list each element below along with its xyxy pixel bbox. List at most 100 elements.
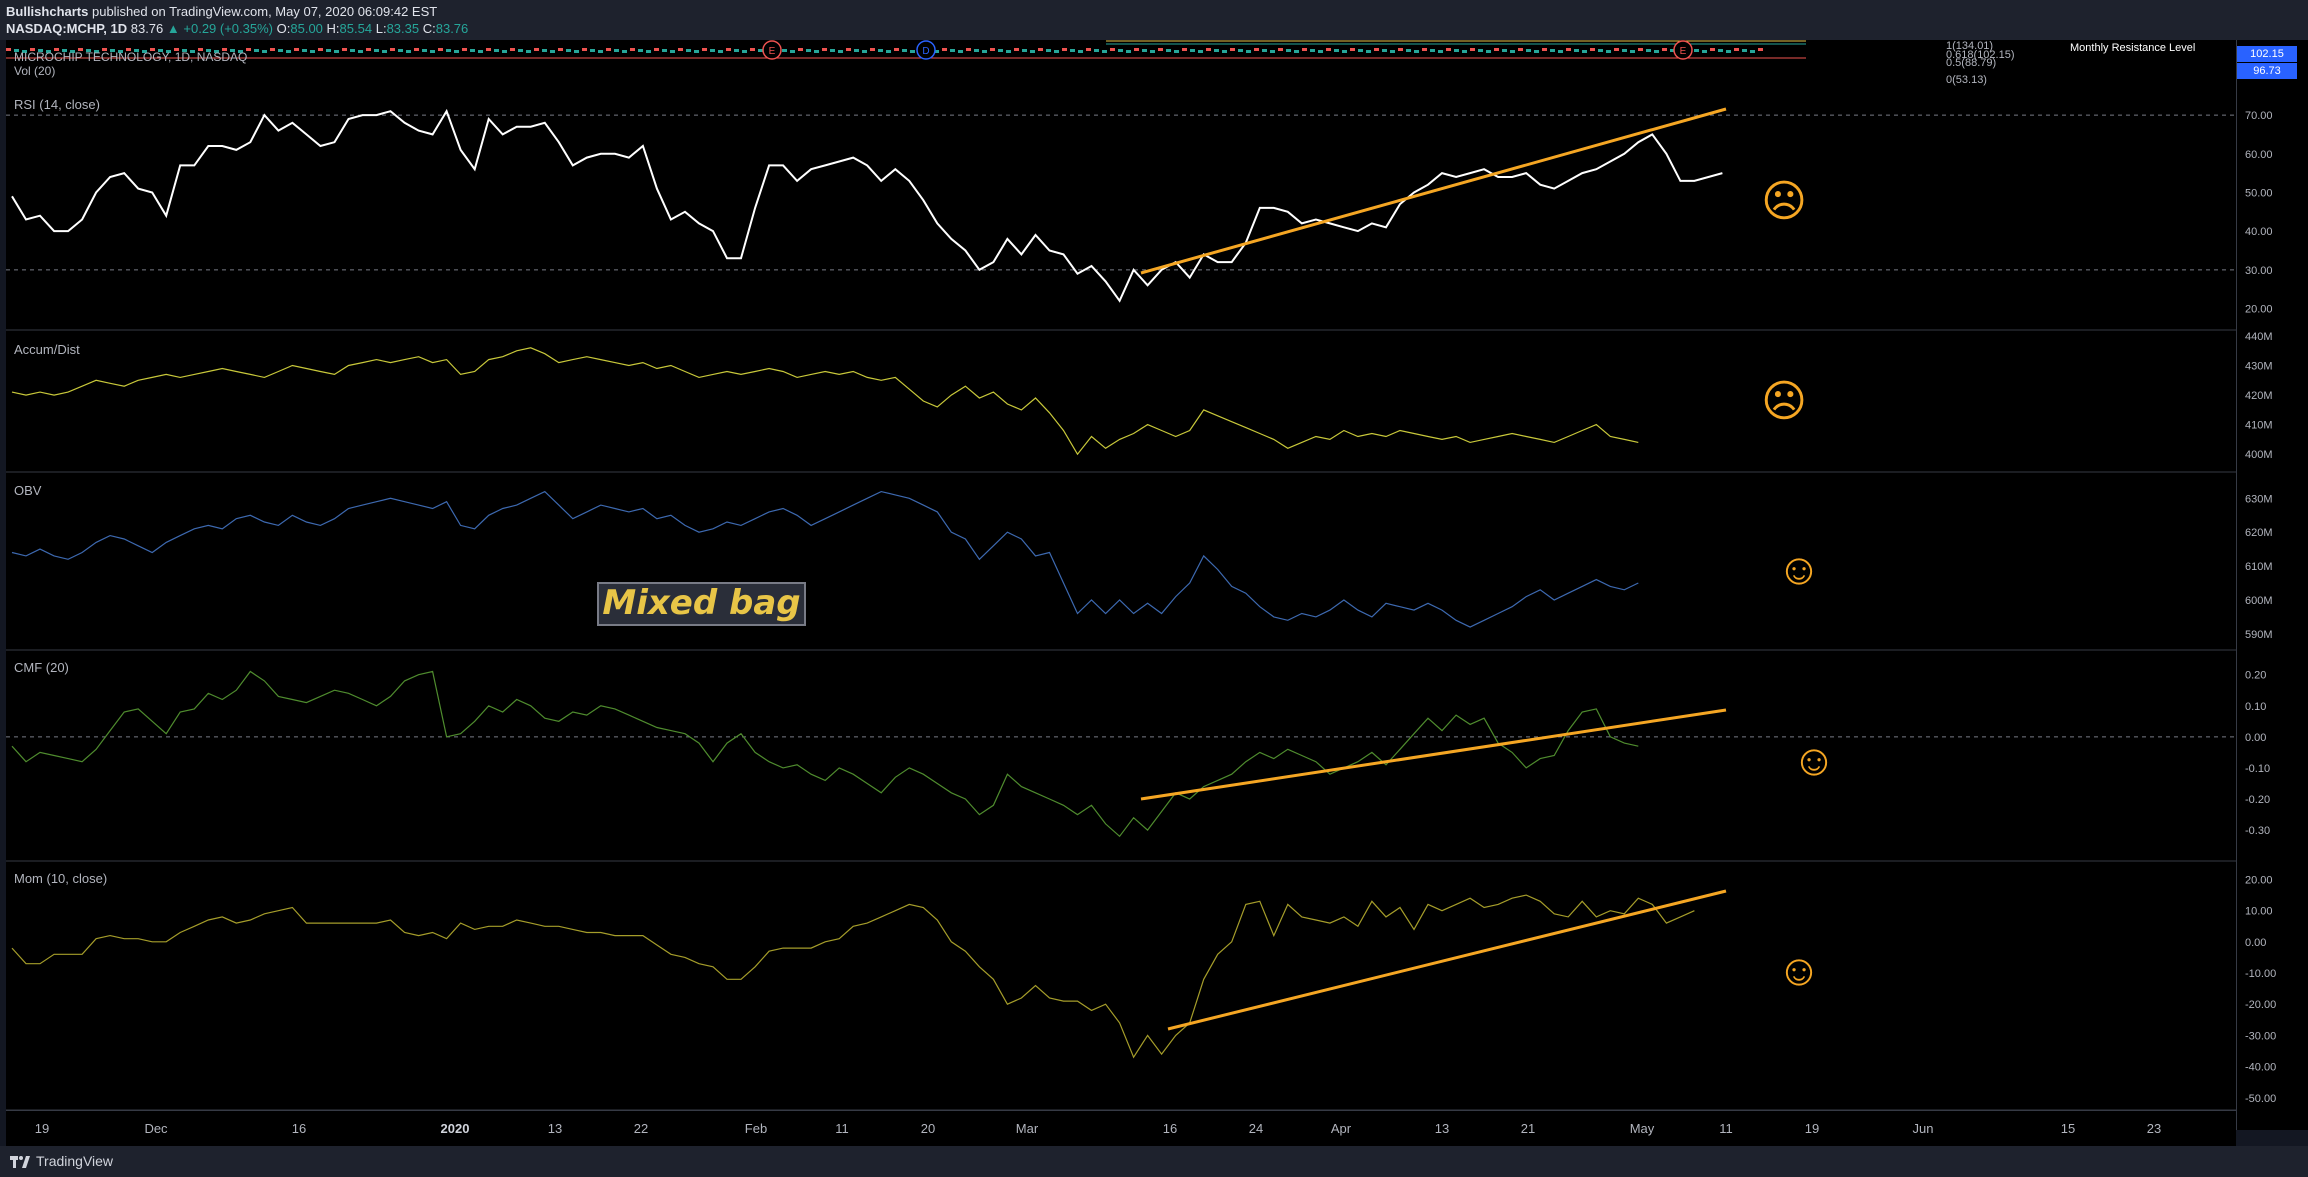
volume-bar bbox=[190, 50, 195, 53]
volume-bar bbox=[158, 49, 163, 52]
mixed-bag-annotation[interactable]: Mixed bag bbox=[597, 582, 806, 626]
volume-bar bbox=[1590, 48, 1595, 51]
sad-face-icon[interactable]: ☹ bbox=[1761, 177, 1807, 226]
volume-bar bbox=[1446, 48, 1451, 51]
volume-bar bbox=[862, 50, 867, 53]
mom-title[interactable]: Mom (10, close) bbox=[14, 871, 108, 886]
obv-series-line[interactable] bbox=[11, 490, 1639, 628]
volume-bar bbox=[1702, 50, 1707, 53]
volume-bar bbox=[974, 49, 979, 52]
event-marker[interactable]: E bbox=[1673, 40, 1693, 60]
rsi-title[interactable]: RSI (14, close) bbox=[14, 97, 100, 112]
volume-bar bbox=[286, 50, 291, 53]
volume-bar bbox=[990, 48, 995, 51]
volume-bar bbox=[1134, 48, 1139, 51]
volume-bar bbox=[1246, 50, 1251, 53]
trendline[interactable] bbox=[1140, 107, 1727, 275]
volume-bar bbox=[550, 50, 555, 53]
obv-scale-label: 620M bbox=[2245, 527, 2273, 539]
time-axis-label: 20 bbox=[920, 1121, 936, 1136]
cmf-series-line[interactable] bbox=[11, 670, 1639, 838]
cmf-title[interactable]: CMF (20) bbox=[14, 660, 69, 675]
smiley-face-icon[interactable]: ☺ bbox=[1792, 736, 1837, 785]
volume-bar bbox=[502, 50, 507, 53]
volume-bar bbox=[126, 48, 131, 51]
symbol-label[interactable]: NASDAQ:MCHP, 1D bbox=[6, 21, 128, 36]
volume-bar bbox=[1510, 50, 1515, 53]
volume-bar bbox=[1550, 49, 1555, 52]
volume-bar bbox=[1166, 49, 1171, 52]
volume-bar bbox=[422, 49, 427, 52]
volume-bar bbox=[1614, 48, 1619, 51]
last-price: 83.76 bbox=[130, 21, 164, 36]
volume-bar bbox=[678, 48, 683, 51]
volume-bar bbox=[958, 50, 963, 53]
mom-series-line[interactable] bbox=[11, 894, 1695, 1059]
volume-bar bbox=[1430, 49, 1435, 52]
main-pane-title[interactable]: MICROCHIP TECHNOLOGY, 1D, NASDAQ bbox=[14, 50, 248, 64]
trendline[interactable] bbox=[1140, 708, 1727, 801]
volume-bar bbox=[518, 49, 523, 52]
smiley-face-icon[interactable]: ☺ bbox=[1777, 545, 1822, 594]
volume-bar bbox=[238, 50, 243, 53]
volume-bar bbox=[1014, 48, 1019, 51]
volume-bar bbox=[38, 49, 43, 52]
volume-bar bbox=[942, 48, 947, 51]
volume-bar bbox=[102, 48, 107, 51]
tradingview-logo[interactable]: TradingView bbox=[10, 1153, 113, 1169]
volume-bar bbox=[1598, 49, 1603, 52]
volume-bar bbox=[366, 48, 371, 51]
smiley-face-icon[interactable]: ☺ bbox=[1777, 946, 1822, 995]
event-marker[interactable]: E bbox=[762, 40, 782, 60]
time-axis-label: 19 bbox=[1804, 1121, 1820, 1136]
volume-bar bbox=[1230, 48, 1235, 51]
volume-bar bbox=[1382, 49, 1387, 52]
volume-title[interactable]: Vol (20) bbox=[14, 64, 56, 78]
obv-title[interactable]: OBV bbox=[14, 483, 42, 498]
ad-series-line[interactable] bbox=[11, 347, 1639, 456]
low-value: 83.35 bbox=[386, 21, 420, 36]
volume-bar bbox=[1310, 49, 1315, 52]
volume-bar bbox=[1486, 50, 1491, 53]
volume-bar bbox=[262, 50, 267, 53]
author-name[interactable]: Bullishcharts bbox=[6, 4, 89, 19]
volume-bar bbox=[1182, 48, 1187, 51]
chart-area[interactable]: E D E ☹ ☹ ☺ ☺ ☺ MICROCHIP TECHNOLOGY, 1D, NASD… bbox=[6, 40, 2236, 1130]
volume-bar bbox=[910, 50, 915, 53]
time-axis-label: 19 bbox=[34, 1121, 50, 1136]
volume-bar bbox=[726, 48, 731, 51]
volume-bar bbox=[1654, 50, 1659, 53]
event-marker-label: E bbox=[1680, 46, 1687, 57]
mom-scale-label: -20.00 bbox=[2245, 999, 2276, 1011]
obv-scale-label: 590M bbox=[2245, 629, 2273, 641]
volume-bar bbox=[1710, 48, 1715, 51]
volume-bar bbox=[1054, 50, 1059, 53]
volume-bar bbox=[838, 50, 843, 53]
time-axis-label: 11 bbox=[835, 1121, 849, 1136]
time-axis-label: 11 bbox=[1719, 1121, 1733, 1136]
volume-bar bbox=[1254, 48, 1259, 51]
sad-face-icon[interactable]: ☹ bbox=[1761, 377, 1807, 426]
volume-bar bbox=[1558, 50, 1563, 53]
volume-bar bbox=[1582, 50, 1587, 53]
trendline[interactable] bbox=[1167, 889, 1727, 1031]
time-axis[interactable]: 19 Dec 16 2020 13 22 Feb 11 20 Mar 16 24 Apr 13 21 May 1… bbox=[6, 1110, 2236, 1146]
event-marker[interactable]: D bbox=[916, 40, 936, 60]
time-axis-label: Mar bbox=[1015, 1121, 1039, 1136]
indicator-panes-svg[interactable]: E D E ☹ ☹ ☺ ☺ ☺ bbox=[6, 40, 2236, 1130]
volume-bar bbox=[1662, 48, 1667, 51]
volume-bar bbox=[1294, 50, 1299, 53]
rsi-series-line[interactable] bbox=[11, 108, 1723, 303]
time-axis-label: 21 bbox=[1520, 1121, 1536, 1136]
volume-bar bbox=[1334, 49, 1339, 52]
volume-bar bbox=[1694, 49, 1699, 52]
volume-bar bbox=[374, 49, 379, 52]
volume-bar bbox=[398, 49, 403, 52]
volume-bar bbox=[382, 50, 387, 53]
volume-bar bbox=[254, 49, 259, 52]
price-scale[interactable]: 70.00 60.00 50.00 40.00 30.00 20.00 440M 430M 42… bbox=[2236, 40, 2308, 1130]
ad-title[interactable]: Accum/Dist bbox=[14, 342, 80, 357]
volume-bar bbox=[1542, 48, 1547, 51]
ad-scale-label: 430M bbox=[2245, 361, 2273, 373]
